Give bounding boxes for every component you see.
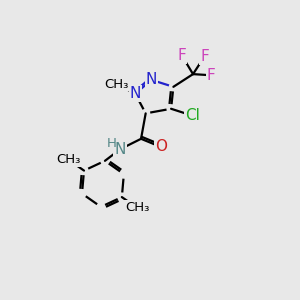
Text: N: N [115,142,126,157]
Text: H: H [107,137,117,150]
Text: F: F [207,68,215,83]
Text: CH₃: CH₃ [125,201,149,214]
Text: Cl: Cl [185,108,200,123]
Text: N: N [146,72,157,87]
Text: CH₃: CH₃ [57,154,81,166]
Text: O: O [155,140,167,154]
Text: N: N [130,86,141,101]
Text: CH₃: CH₃ [105,77,129,91]
Text: F: F [178,48,186,63]
Text: F: F [200,49,209,64]
